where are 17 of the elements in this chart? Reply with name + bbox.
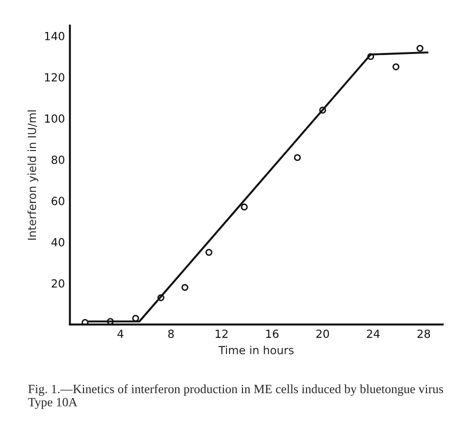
- x-tick-label: 4: [117, 330, 124, 338]
- x-tick-label: 8: [168, 330, 174, 338]
- x-tick-label: 12: [216, 330, 228, 338]
- y-axis-title: Interferon yield in IU/ml: [28, 110, 38, 240]
- y-tick-label: 100: [45, 114, 64, 123]
- x-tick-label: 24: [366, 330, 380, 338]
- caption: Fig. 1.—Kinetics of interferon production in ME cells induced by bluetongue virus Type 10A: [28, 384, 444, 409]
- x-tick-label: 20: [316, 330, 329, 338]
- y-tick-label: 40: [51, 238, 64, 246]
- x-tick-label: 16: [266, 330, 278, 338]
- y-tick-label: 20: [52, 279, 64, 288]
- y-tick-label: 80: [52, 156, 64, 164]
- y-tick-label: 60: [52, 196, 64, 206]
- y-tick-label: 140: [45, 32, 64, 40]
- x-tick-label: 28: [417, 330, 430, 338]
- y-tick-label: 120: [45, 73, 64, 82]
- x-axis-title: Time in hours: [218, 346, 294, 354]
